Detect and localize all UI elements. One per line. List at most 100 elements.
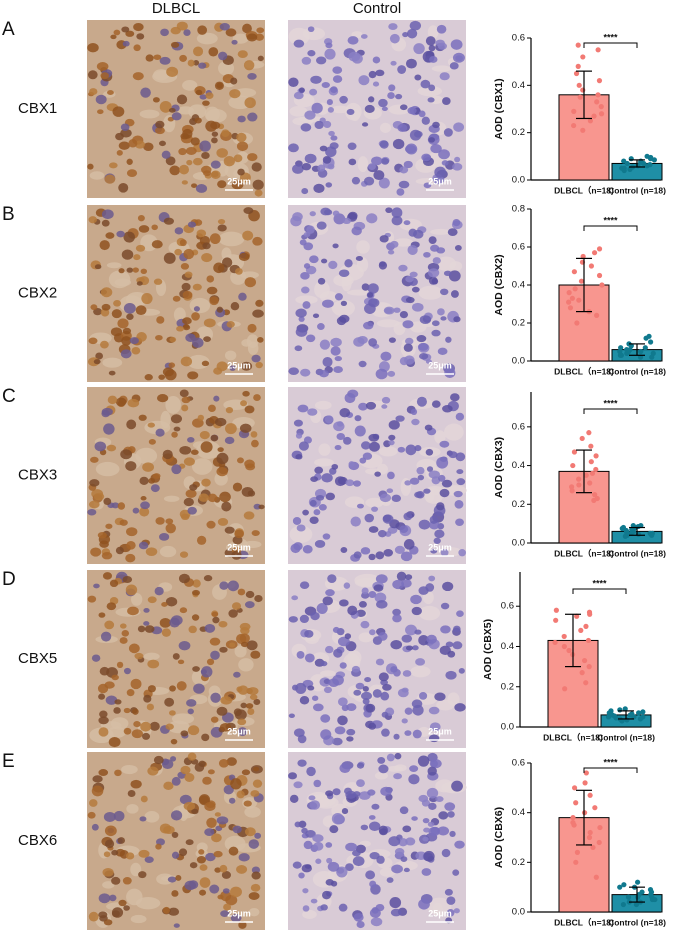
cell xyxy=(320,714,331,723)
cell xyxy=(94,441,107,452)
stroma xyxy=(331,105,350,114)
cell xyxy=(219,864,228,873)
x-tick-label: Control (n=18) xyxy=(608,366,666,376)
cell xyxy=(93,492,105,501)
cell xyxy=(207,493,218,503)
cell xyxy=(178,640,191,651)
data-point xyxy=(582,780,588,786)
cell xyxy=(157,393,169,403)
cell xyxy=(423,850,435,862)
cell xyxy=(450,393,460,402)
panel-letter: B xyxy=(2,204,15,225)
cell xyxy=(298,441,309,451)
cell xyxy=(162,367,174,377)
data-point xyxy=(576,482,582,488)
cell xyxy=(431,400,441,408)
cell xyxy=(186,159,193,166)
cell xyxy=(242,230,254,241)
cell xyxy=(405,837,416,846)
cell xyxy=(305,830,316,838)
cell xyxy=(118,268,125,274)
cell xyxy=(139,507,150,517)
cell xyxy=(402,320,414,329)
cell xyxy=(336,421,344,427)
cell xyxy=(115,397,127,407)
cell xyxy=(428,470,440,479)
cell xyxy=(288,367,300,375)
cell xyxy=(323,686,333,694)
cell xyxy=(184,271,193,278)
cell xyxy=(126,689,135,697)
cell xyxy=(329,825,339,834)
cell xyxy=(219,722,232,732)
cell xyxy=(201,478,211,487)
cell xyxy=(254,189,263,197)
cell xyxy=(164,697,175,707)
cell xyxy=(247,490,256,497)
cell xyxy=(328,260,338,270)
cell xyxy=(87,42,99,53)
cell xyxy=(250,790,260,797)
cell xyxy=(180,765,191,775)
stroma xyxy=(89,171,105,180)
cell xyxy=(104,825,117,837)
cell xyxy=(192,157,203,166)
cell xyxy=(372,689,382,698)
data-point xyxy=(622,533,628,539)
cell xyxy=(375,574,388,584)
cell xyxy=(446,896,456,905)
cell xyxy=(338,903,348,912)
cell xyxy=(155,843,162,850)
data-point xyxy=(627,166,633,172)
cell xyxy=(436,502,445,511)
cell xyxy=(198,493,209,502)
cell xyxy=(181,396,191,404)
cell xyxy=(381,728,390,737)
cell xyxy=(199,889,207,896)
stroma xyxy=(346,289,372,296)
cell xyxy=(436,24,447,34)
data-point xyxy=(592,805,598,811)
cell xyxy=(253,698,261,706)
cell xyxy=(218,620,228,628)
cell xyxy=(454,840,465,849)
cell xyxy=(206,275,215,283)
cell xyxy=(288,772,297,780)
cell xyxy=(142,732,151,740)
cell xyxy=(360,691,373,700)
cell xyxy=(453,122,465,132)
cell xyxy=(288,143,299,153)
stroma xyxy=(173,307,186,323)
data-point xyxy=(571,269,577,275)
cell xyxy=(423,182,432,189)
data-point xyxy=(589,470,596,476)
cell xyxy=(136,33,145,40)
cell xyxy=(204,828,215,836)
cell xyxy=(443,128,453,137)
cell xyxy=(302,905,310,912)
cell xyxy=(378,825,388,835)
cell xyxy=(360,34,368,39)
data-point xyxy=(593,453,599,459)
cell xyxy=(314,466,324,474)
cell xyxy=(442,581,454,592)
cell xyxy=(141,293,153,305)
cell xyxy=(224,436,235,445)
cell xyxy=(454,703,466,712)
panel-letter: E xyxy=(2,751,15,772)
cell xyxy=(223,785,234,795)
cell xyxy=(310,75,322,84)
stroma xyxy=(314,400,332,410)
cell xyxy=(321,82,330,89)
cell xyxy=(301,56,312,65)
cell xyxy=(196,229,207,238)
cell xyxy=(331,812,344,825)
cell xyxy=(123,667,131,675)
cell xyxy=(380,691,390,701)
data-point xyxy=(591,250,598,256)
data-point xyxy=(561,633,567,640)
stroma xyxy=(241,339,253,347)
cell xyxy=(208,47,219,57)
cell xyxy=(199,877,211,888)
stroma xyxy=(374,771,388,780)
